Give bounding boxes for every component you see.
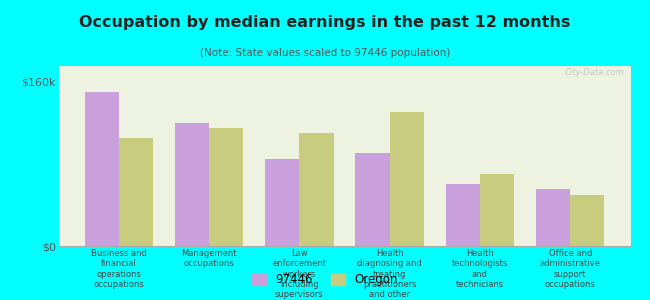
Bar xyxy=(84,92,119,246)
Bar xyxy=(209,128,243,246)
Legend: 97446, Oregon: 97446, Oregon xyxy=(248,269,402,291)
Bar xyxy=(536,189,570,246)
Bar xyxy=(265,159,300,246)
Bar xyxy=(570,195,604,246)
Bar xyxy=(119,138,153,246)
Bar xyxy=(175,123,209,246)
Bar xyxy=(446,184,480,246)
Bar xyxy=(356,153,389,246)
Text: City-Data.com: City-Data.com xyxy=(565,68,625,77)
Text: (Note: State values scaled to 97446 population): (Note: State values scaled to 97446 popu… xyxy=(200,48,450,58)
Bar xyxy=(480,174,514,246)
Text: Occupation by median earnings in the past 12 months: Occupation by median earnings in the pas… xyxy=(79,15,571,30)
Bar xyxy=(389,112,424,246)
Bar xyxy=(300,133,333,246)
